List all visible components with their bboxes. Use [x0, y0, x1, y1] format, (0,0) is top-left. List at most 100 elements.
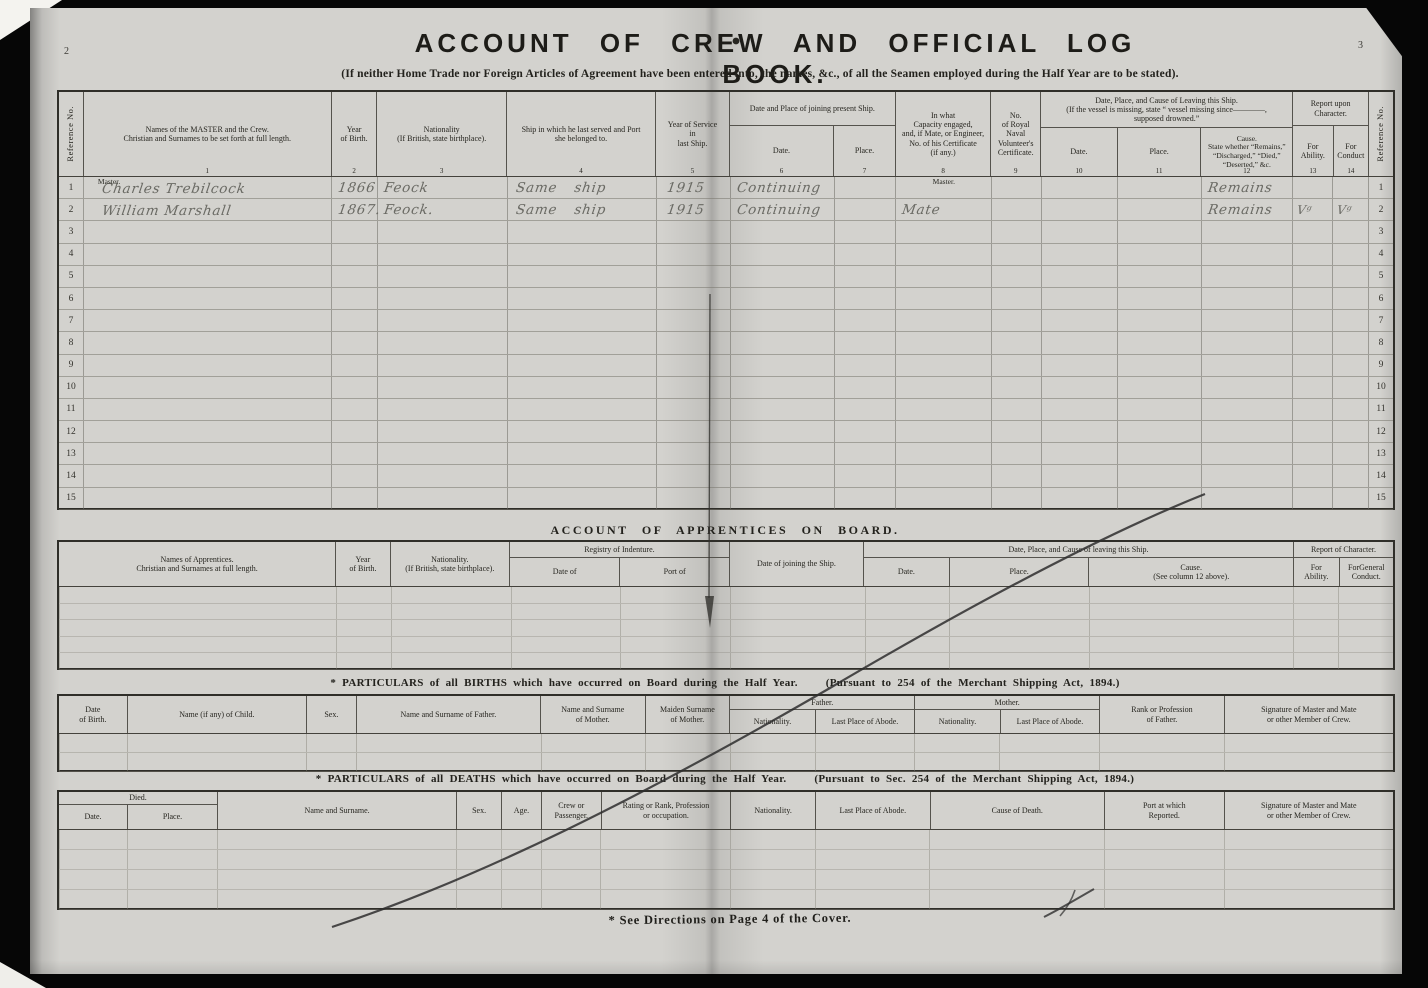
crew-cell-yos [656, 376, 730, 398]
birth-row-cell [814, 734, 915, 752]
crew-cell-rnv [991, 354, 1041, 376]
appr-row-cell [1338, 587, 1393, 603]
birth-row-cell [306, 753, 356, 771]
death-row-cell [455, 870, 501, 889]
crew-cell-jdate [729, 376, 834, 398]
crew-cell-nat [377, 332, 507, 354]
crew-cell-rnv [991, 443, 1041, 465]
crew-cell-yob [331, 332, 377, 354]
births-group-mother: Mother. Nationality. Last Place of Abode… [914, 696, 1100, 733]
crew-cell-cd [1332, 177, 1368, 199]
birth-row-cell [126, 734, 306, 752]
death-row-cell [1223, 870, 1393, 889]
crew-cell-yob [331, 354, 377, 376]
death-row-cell [216, 830, 456, 849]
appr-row-cell [620, 653, 730, 669]
crew-col-capacity: In what Capacity engaged, and, if Mate, … [894, 92, 991, 176]
crew-cell-jdate [729, 265, 834, 287]
crew-cell-ab [1292, 221, 1332, 243]
crew-cell-ref: 5 [1368, 265, 1393, 287]
appr-col-registry-port: Port of [619, 558, 729, 586]
crew-cell-nat [377, 243, 507, 265]
appr-row-cell [1088, 603, 1293, 620]
crew-cell-ref: 10 [1368, 376, 1393, 398]
death-row-cell [59, 830, 127, 849]
births-title: * PARTICULARS of all BIRTHS which have o… [330, 677, 1120, 689]
crew-cell-ref: 15 [1368, 487, 1393, 509]
crew-cell-rnv [991, 287, 1041, 310]
crew-cell-jplace [833, 421, 896, 443]
appr-col-year-of-birth: Year of Birth. [335, 542, 390, 586]
crew-cell-ab [1292, 243, 1332, 265]
appr-row-cell [620, 587, 730, 603]
death-row-cell [600, 870, 730, 889]
crew-row: 12 12 [59, 421, 1393, 444]
crew-group-joining: Date and Place of joining present Ship. … [728, 92, 895, 176]
crew-col-leaving-place: Place. 11 [1116, 128, 1201, 176]
crew-cell-ship [506, 376, 657, 398]
crew-cell-nat [377, 443, 507, 465]
crew-cell-jdate [729, 354, 834, 376]
appr-row-cell [620, 636, 730, 653]
birth-row-cell [1223, 753, 1393, 771]
death-row-cell [216, 870, 456, 889]
crew-cell-ldate [1041, 376, 1117, 398]
crew-cell-yob [331, 487, 377, 509]
crew-cell-rnv [991, 487, 1041, 509]
death-row-cell [500, 890, 541, 909]
crew-row: 15 15 [59, 487, 1393, 510]
births-col-maiden-surname: Maiden Surname of Mother. [644, 696, 730, 733]
crew-cell-yob [331, 221, 377, 243]
crew-cell-ldate [1041, 310, 1117, 332]
crew-cell-lplace [1116, 376, 1201, 398]
death-row-cell [216, 890, 456, 909]
deaths-title: * PARTICULARS of all DEATHS which have o… [315, 773, 1135, 785]
crew-cell-cause [1200, 354, 1293, 376]
crew-entry-name: William Marshall [100, 203, 233, 220]
crew-cell-nat [377, 376, 507, 398]
death-row-cell [814, 870, 930, 889]
crew-cell-nat [377, 287, 507, 310]
crew-cell-ldate [1041, 398, 1117, 421]
crew-cell-lplace [1116, 177, 1201, 199]
crew-cell-yob [331, 265, 377, 287]
death-row-cell [814, 890, 930, 909]
crew-cell-ship [506, 265, 657, 287]
appr-row-cell [949, 636, 1089, 653]
crew-cell-ref: 6 [1368, 287, 1393, 310]
crew-cell-nat [377, 421, 507, 443]
crew-cell-lplace [1116, 398, 1201, 421]
crew-cell-ref: 5 [68, 271, 74, 282]
appr-row-cell [730, 636, 865, 653]
crew-cell-rnv [991, 465, 1041, 487]
deaths-pursuant: (Pursuant to Sec. 254 of the Merchant Sh… [814, 773, 1135, 785]
crew-row: 11 11 [59, 398, 1393, 422]
crew-entry-cap: Master. [932, 177, 955, 186]
crew-cell-jdate [729, 443, 834, 465]
crew-cell-ship: Same ship [506, 199, 657, 221]
crew-cell-cd [1332, 265, 1368, 287]
crew-cell-nat [377, 398, 507, 421]
crew-cell-ref: 8 [68, 337, 74, 348]
appr-col-leaving-date: Date. [897, 567, 915, 577]
crew-cell-yos [656, 265, 730, 287]
appr-row-cell [336, 653, 391, 669]
appr-row-cell [949, 587, 1089, 603]
crew-cell-ref: 12 [1368, 421, 1393, 443]
crew-cell-ab [1292, 376, 1332, 398]
birth-row-cell [999, 753, 1099, 771]
death-row-cell [540, 870, 601, 889]
crew-cell-cd [1332, 243, 1368, 265]
crew-cell-ab: Vᵍ [1292, 199, 1332, 221]
birth-row-cell [306, 734, 356, 752]
crew-cell-name [82, 376, 331, 398]
death-row-cell [216, 850, 456, 869]
appr-row-cell [730, 620, 865, 636]
appr-row-cell [730, 587, 865, 603]
deaths-col-cause-of-death: Cause of Death. [929, 792, 1104, 829]
appr-row-cell [336, 620, 391, 636]
crew-cell-ref: 4 [1368, 243, 1393, 265]
crew-cell-ship [506, 421, 657, 443]
crew-cell-lplace [1116, 332, 1201, 354]
death-row-cell [126, 850, 217, 869]
